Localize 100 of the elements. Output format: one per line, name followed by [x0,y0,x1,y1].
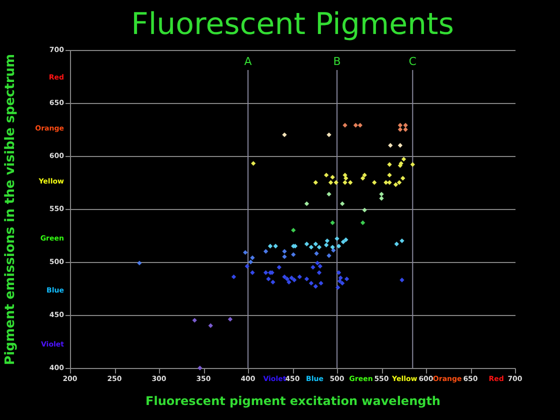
point [137,260,142,266]
point [337,278,342,284]
point [292,278,297,282]
ref-line-label: C [408,55,417,68]
point [250,270,255,275]
point [340,201,345,206]
point [360,176,366,181]
point [310,264,316,270]
y-axis-title: Pigment emissions in the visible spectrum [3,54,18,366]
point [282,254,287,260]
point [334,236,340,242]
point [394,242,399,246]
point [248,260,254,264]
point [387,172,392,178]
point [344,276,350,282]
point [342,122,348,128]
point [228,316,233,322]
point [314,251,319,256]
point [304,276,310,282]
point [316,244,322,250]
point [387,162,392,167]
point [362,172,367,178]
point [379,196,384,201]
point [344,176,348,181]
point [328,180,334,185]
point [324,242,329,248]
point [342,180,348,185]
point [304,242,310,246]
point [282,274,287,280]
point [282,249,287,254]
point [263,270,268,275]
point [266,276,271,282]
point [324,172,329,178]
point [297,274,302,280]
point [270,280,276,284]
point [326,132,332,138]
point [324,238,330,244]
point [276,264,282,270]
point [326,253,332,258]
ref-line-label: B [333,55,341,68]
point [330,174,335,180]
point [398,127,403,132]
point [334,180,338,185]
point [308,280,314,286]
point [379,192,384,197]
point [330,244,335,250]
point [400,176,406,181]
chart-title: Fluorescent Pigments [131,7,454,42]
point [387,180,392,185]
point [400,278,404,282]
point [289,276,294,280]
point [291,228,296,233]
point [410,162,415,167]
point [398,122,403,128]
point [268,244,273,248]
point [242,250,248,255]
point [398,143,403,148]
point [330,220,335,226]
point [316,270,322,275]
point [348,180,353,185]
point [340,280,345,286]
point [318,264,322,269]
point [308,244,314,250]
point [192,318,197,323]
point [313,180,318,185]
point [336,270,342,275]
point [231,274,236,280]
point [313,242,318,246]
point [331,248,336,253]
point [208,323,213,328]
point [360,220,366,226]
point [344,237,348,242]
point [362,208,367,212]
point [313,284,318,289]
point [372,180,377,185]
point [400,238,404,244]
point [250,255,255,260]
point [353,122,358,128]
x-axis-title: Fluorescent pigment excitation wavelength [146,394,440,408]
point [336,285,340,290]
point [198,366,202,370]
point [401,156,406,162]
point [326,192,332,197]
point [340,240,346,244]
point [282,132,287,138]
point [244,264,250,269]
point [315,260,320,266]
point [250,161,256,166]
point [284,276,290,282]
point [403,127,408,132]
ref-line-label: A [244,55,252,68]
point [336,244,342,248]
point [263,249,268,254]
point [403,122,408,128]
point [388,143,393,148]
point [358,122,362,128]
point [304,201,310,206]
point [291,252,296,257]
point [396,180,402,185]
point [393,182,398,187]
